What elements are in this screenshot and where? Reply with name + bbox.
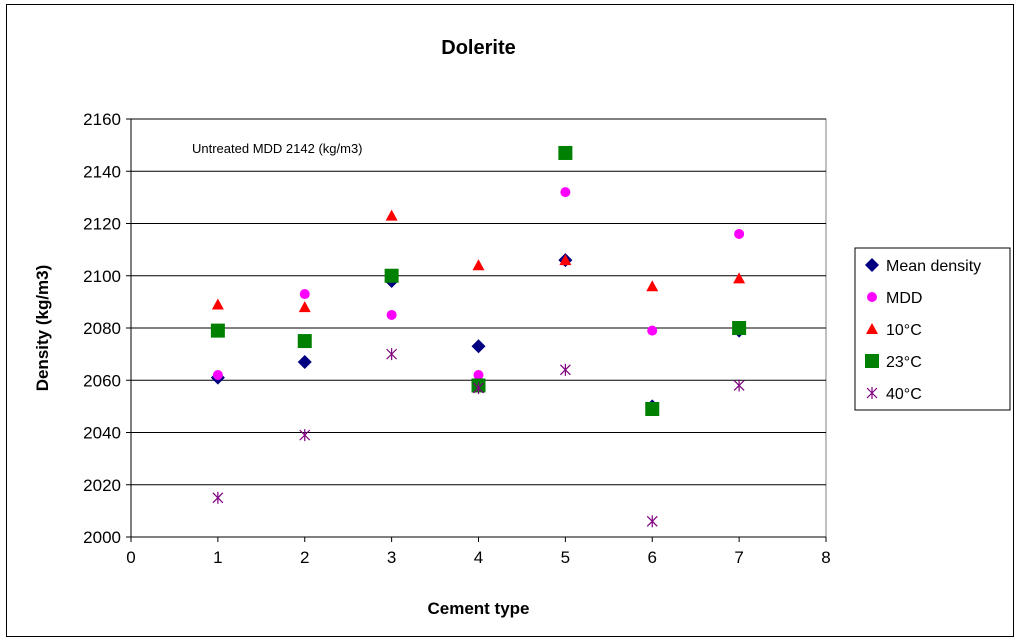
legend-label-10-c: 10°C (886, 322, 922, 339)
point-10-c (298, 301, 311, 313)
point-40-c (646, 515, 658, 528)
x-tick-label: 8 (821, 548, 830, 567)
point-23-c (210, 323, 225, 338)
point-40-c (386, 348, 398, 361)
x-axis-label: Cement type (427, 599, 529, 618)
x-tick-label: 6 (648, 548, 657, 567)
point-10-c (559, 254, 572, 266)
x-tick-label: 5 (561, 548, 570, 567)
y-tick-labels: 2000 2020 2040 2060 2080 2100 2120 2140 2160 (83, 110, 121, 547)
point-40-c (559, 363, 571, 376)
untreated-mdd-annotation: Untreated MDD 2142 (kg/m3) (192, 141, 363, 156)
point-mdd (560, 187, 571, 198)
point-mdd (386, 309, 397, 320)
legend-label-23-c: 23°C (886, 354, 922, 371)
y-tick-label: 2100 (83, 267, 121, 286)
point-40-c (299, 429, 311, 442)
point-mdd (647, 325, 658, 336)
point-40-c (733, 379, 745, 392)
point-23-c (384, 268, 399, 283)
legend-marker-mdd (867, 292, 877, 302)
point-40-c (212, 491, 224, 504)
point-mdd (299, 289, 310, 300)
x-tick-label: 1 (213, 548, 222, 567)
point-mean-density (297, 354, 312, 369)
y-tick-label: 2160 (83, 110, 121, 129)
gridlines (126, 118, 826, 538)
y-axis-label: Density (kg/m3) (33, 265, 52, 392)
chart-title: Dolerite (441, 37, 515, 59)
x-tick-label: 4 (474, 548, 483, 567)
point-10-c (472, 259, 485, 271)
axes (130, 119, 827, 542)
legend-marker-40-c (866, 387, 878, 399)
legend-marker-mean-density (865, 258, 879, 272)
legend-label-mdd: MDD (886, 290, 922, 307)
point-mean-density (471, 339, 486, 354)
legend-box (854, 247, 1011, 411)
x-tick-label: 3 (387, 548, 396, 567)
y-tick-label: 2020 (83, 476, 121, 495)
legend: Mean density MDD 10°C 23°C 40°C (854, 247, 1011, 411)
point-mdd (734, 228, 745, 239)
x-tick-label: 7 (734, 548, 743, 567)
point-mdd (212, 370, 223, 381)
y-tick-label: 2000 (83, 528, 121, 547)
x-tick-label: 2 (300, 548, 309, 567)
point-23-c (645, 401, 660, 416)
point-10-c (385, 209, 398, 221)
y-tick-label: 2040 (83, 424, 121, 443)
point-10-c (733, 272, 746, 284)
y-tick-label: 2120 (83, 215, 121, 234)
point-40-c (473, 382, 484, 395)
point-23-c (558, 145, 573, 160)
legend-marker-10-c (866, 323, 878, 334)
legend-marker-23-c (865, 354, 879, 368)
legend-label-mean-density: Mean density (886, 258, 981, 275)
y-tick-label: 2060 (83, 371, 121, 390)
point-mdd (473, 370, 484, 381)
x-tick-label: 0 (126, 548, 135, 567)
point-23-c (732, 321, 747, 335)
point-23-c (297, 334, 312, 349)
point-10-c (211, 298, 224, 310)
legend-label-40-c: 40°C (886, 386, 922, 403)
y-tick-label: 2080 (83, 319, 121, 338)
y-tick-label: 2140 (83, 162, 121, 181)
data-points (210, 145, 747, 528)
x-tick-labels: 0 1 2 3 4 5 6 7 8 (126, 548, 830, 567)
point-10-c (646, 280, 659, 292)
